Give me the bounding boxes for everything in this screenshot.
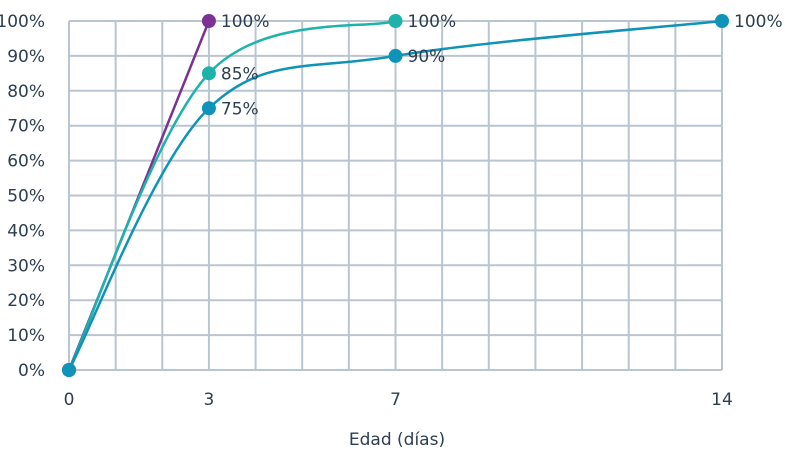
y-tick-label: 30%	[7, 256, 45, 276]
y-tick-label: 100%	[0, 12, 45, 32]
series-line-3	[67, 19, 724, 372]
y-tick-label: 50%	[7, 187, 45, 207]
data-point-series-3-3	[388, 48, 403, 63]
data-label-series-3-3: 90%	[408, 47, 446, 67]
y-tick-label: 90%	[7, 47, 45, 67]
data-point-series-3-4	[715, 14, 729, 28]
series-lines	[67, 19, 724, 372]
data-point-series-3-1	[62, 363, 76, 377]
x-tick-label: 3	[204, 390, 215, 410]
y-tick-label: 40%	[7, 221, 45, 241]
data-label-series-3-2: 75%	[221, 99, 259, 119]
data-labels: 100% 85% 100% 75% 90% 100%	[221, 12, 783, 119]
data-point-series-1-2	[201, 14, 216, 28]
y-tick-label: 0%	[18, 361, 45, 381]
x-tick-label: 0	[64, 390, 75, 410]
y-tick-label: 80%	[7, 82, 45, 102]
y-tick-label: 20%	[7, 291, 45, 311]
data-label-series-2-3: 100%	[408, 12, 457, 32]
data-label-series-3-4: 100%	[734, 12, 783, 32]
data-points	[62, 14, 729, 377]
x-tick-label: 14	[711, 390, 733, 410]
data-label-series-1-2: 100%	[221, 12, 270, 32]
data-label-series-2-2: 85%	[221, 64, 259, 84]
data-point-series-2-2	[201, 66, 216, 81]
data-point-series-2-3	[388, 14, 403, 28]
x-axis-title: Edad (días)	[349, 430, 445, 450]
series-line-2	[67, 19, 397, 372]
x-tick-label: 7	[390, 390, 401, 410]
y-tick-label: 70%	[7, 117, 45, 137]
axis-labels: 0% 10% 20% 30% 40% 50% 60% 70% 80% 90% 100% 0 3 7 14	[0, 12, 733, 410]
y-tick-label: 60%	[7, 152, 45, 172]
data-point-series-3-2	[201, 101, 216, 116]
chart-grid	[68, 20, 723, 371]
y-tick-label: 10%	[7, 326, 45, 346]
